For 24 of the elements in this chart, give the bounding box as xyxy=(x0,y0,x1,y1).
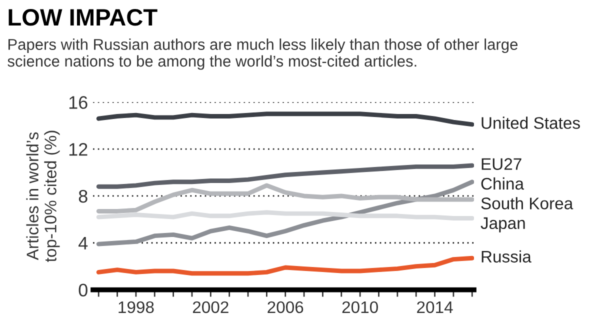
y-tick-label: 4 xyxy=(78,236,88,250)
chart-title: LOW IMPACT xyxy=(8,9,158,26)
series-label: Japan xyxy=(480,217,525,232)
chart-subtitle: Papers with Russian authors are much less likely than those of other large science nations to be among the world’s most-cited articles. xyxy=(8,38,518,70)
line-series xyxy=(96,112,474,127)
series-label: Russia xyxy=(482,250,532,263)
x-tick-label: 1998 xyxy=(118,301,154,314)
series-label: China xyxy=(481,177,524,190)
line-series xyxy=(96,163,474,189)
line-series xyxy=(96,180,474,246)
y-tick-label: 0 xyxy=(78,284,88,296)
y-tick-label: 16 xyxy=(69,96,88,109)
x-tick-label: 2002 xyxy=(192,301,228,314)
line-series xyxy=(96,256,474,276)
x-tick-label: 2006 xyxy=(268,301,304,314)
series-label: EU27 xyxy=(482,158,522,170)
line-series xyxy=(96,183,474,214)
x-tick-label: 2010 xyxy=(342,301,378,314)
y-tick-label: 12 xyxy=(69,143,88,156)
x-tick-label: 2014 xyxy=(417,301,453,314)
y-axis-title: Articles in world’s top-10% cited (%) xyxy=(26,130,60,262)
y-tick-label: 8 xyxy=(78,190,88,203)
series-label: South Korea xyxy=(481,197,574,210)
series-label: United States xyxy=(482,116,580,129)
